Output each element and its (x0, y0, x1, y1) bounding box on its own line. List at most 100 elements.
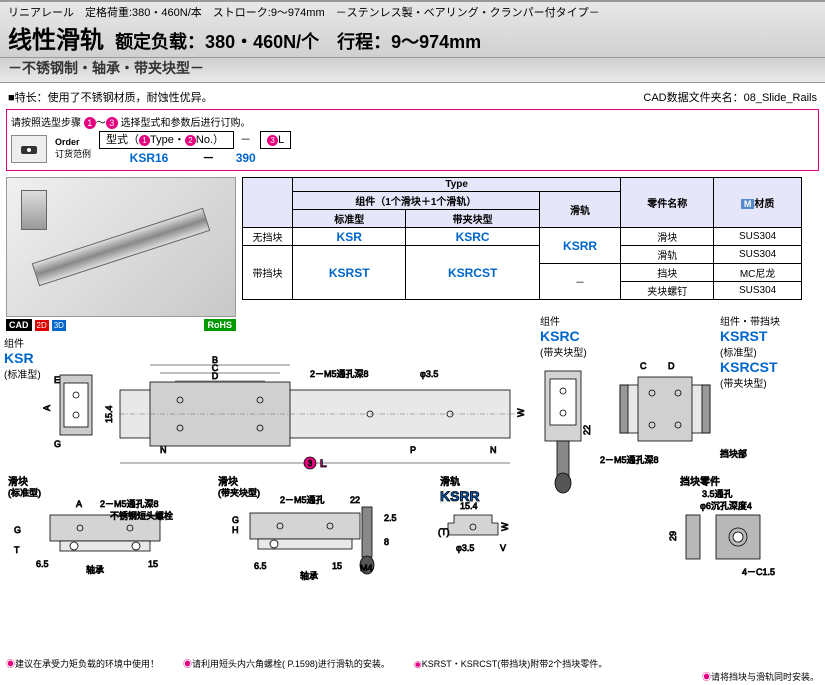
badge-row: CAD 2D 3D RoHS (6, 319, 236, 331)
svg-text:M4: M4 (360, 563, 373, 573)
example-row: KSR16 － 390 (99, 149, 291, 166)
svg-text:15: 15 (332, 561, 342, 571)
r1c2: KSRC (406, 228, 539, 246)
svg-text:滑块: 滑块 (218, 476, 238, 488)
svg-text:轴承: 轴承 (300, 570, 318, 581)
product-photo (6, 177, 236, 317)
type-word: Type・ (150, 134, 185, 146)
svg-text:A: A (76, 499, 82, 509)
order-row: Order 订货范例 型式（1Type・2No.） － 3L KSR16 － 3… (11, 131, 814, 166)
th-material: M材质 (714, 178, 802, 228)
cad-folder-label: CAD数据文件夹名： (643, 92, 743, 104)
svg-text:T: T (14, 545, 20, 555)
svg-text:L: L (320, 458, 327, 470)
th-partname: 零件名称 (621, 178, 714, 228)
svg-text:D: D (668, 361, 675, 371)
type-box: 型式（1Type・2No.） (99, 131, 234, 149)
r2c2: KSRCST (406, 246, 539, 300)
features-label: ■特长： (8, 92, 48, 104)
circ3: 3 (267, 135, 278, 146)
step-1-icon: 1 (84, 117, 96, 129)
l-box: 3L (260, 131, 291, 149)
p3: 挡块 (621, 264, 714, 282)
p2: 滑轨 (621, 246, 714, 264)
type-label: 型式（ (106, 134, 139, 146)
svg-text:3: 3 (308, 459, 313, 468)
svg-text:G: G (54, 439, 61, 449)
svg-text:29: 29 (668, 531, 678, 541)
svg-text:滑块: 滑块 (8, 476, 28, 488)
svg-text:22: 22 (582, 425, 592, 435)
svg-text:φ3.5: φ3.5 (420, 369, 438, 379)
note3: KSRST・KSRCST(带挡块)附带2个挡块零件。 (422, 659, 608, 669)
info-row: ■特长：使用了不锈钢材质，耐蚀性优异。 CAD数据文件夹名：08_Slide_R… (0, 83, 825, 107)
step-3-icon: 3 (106, 117, 118, 129)
svg-text:W: W (500, 522, 510, 531)
r2c1: KSRST (293, 246, 406, 300)
r1c1: KSR (293, 228, 406, 246)
features-text: 使用了不锈钢材质，耐蚀性优异。 (48, 92, 213, 104)
order-sub: 订货范例 (55, 149, 91, 159)
main-area: CAD 2D 3D RoHS Type 零件名称 M材质 组件（1个滑块＋1个滑… (0, 173, 825, 335)
circ1: 1 (139, 135, 150, 146)
th-rail: 滑轨 (539, 192, 621, 228)
svg-text:15.4: 15.4 (460, 501, 478, 511)
block-render (21, 190, 47, 230)
th-clamp: 带夹块型 (406, 210, 539, 228)
svg-text:G: G (14, 525, 21, 535)
svg-text:(T): (T) (438, 527, 450, 537)
svg-text:(标准型): (标准型) (8, 487, 41, 498)
instr-pre: 请按照选型步骤 (11, 118, 81, 129)
order-word: Order (55, 137, 80, 147)
m4: SUS304 (714, 282, 802, 300)
main-diagram-svg: E A G B C D 2－M5通孔深8 φ3.5 15.4 W N P N 3… (0, 335, 810, 655)
ksrst-label: 组件・带挡块 (720, 317, 780, 328)
svg-text:φ6沉孔深度4: φ6沉孔深度4 (700, 500, 752, 511)
r2-label: 带挡块 (243, 246, 293, 300)
example-dash: － (202, 149, 222, 166)
bullet-icon: ◉ (702, 672, 711, 682)
svg-text:G: G (232, 515, 239, 525)
p4: 夹块螺钉 (621, 282, 714, 300)
title-row: 线性滑轨 额定负载：380・460N/个 行程：9～974mm (8, 20, 817, 55)
r1-label: 无挡块 (243, 228, 293, 246)
order-box: 请按照选型步骤 1～3 选择型式和参数后进行订购。 Order 订货范例 型式（… (6, 109, 819, 171)
instr-post: 选择型式和参数后进行订购。 (121, 118, 251, 129)
no-word: No.） (196, 134, 224, 146)
m3: MC尼龙 (714, 264, 802, 282)
diagram-area: 组件 KSR (标准型) 组件 KSRC (带夹块型) 组件・带挡块 KSRST… (0, 335, 825, 655)
asm-label2: 组件 (540, 317, 560, 328)
example-l: 390 (226, 151, 266, 165)
svg-text:挡块零件: 挡块零件 (680, 475, 720, 488)
telephone-icon (11, 135, 47, 163)
svg-text:滑轨: 滑轨 (440, 475, 460, 488)
cad-badge: CAD (6, 319, 32, 331)
header-bar: リニアレール 定格荷重:380・460N/本 ストローク:9～974mm －ステ… (0, 0, 825, 58)
svg-text:22: 22 (350, 495, 360, 505)
svg-text:8: 8 (384, 537, 389, 547)
note2: 请利用短头内六角螺栓( P.1598)进行滑轨的安装。 (192, 659, 390, 669)
r2c3: － (539, 264, 621, 300)
svg-text:N: N (160, 445, 167, 455)
bullet-icon: ◉ (183, 659, 192, 669)
rohs-badge: RoHS (204, 319, 237, 331)
bullet-icon: ◉ (6, 659, 15, 669)
example-code: KSR16 (99, 151, 199, 165)
m2: SUS304 (714, 246, 802, 264)
order-instruction: 请按照选型步骤 1～3 选择型式和参数后进行订购。 (11, 114, 814, 129)
svg-text:N: N (490, 445, 497, 455)
svg-text:2－M5通孔深8: 2－M5通孔深8 (100, 499, 159, 509)
th-assembly: 组件（1个滑块＋1个滑轨） (293, 192, 540, 210)
svg-text:15.4: 15.4 (104, 405, 114, 423)
svg-text:V: V (500, 543, 506, 553)
rail-render (32, 208, 211, 286)
title-cn: 线性滑轨 (8, 20, 104, 55)
svg-text:φ3.5: φ3.5 (456, 543, 474, 553)
mat-word: 材质 (754, 199, 774, 210)
th-type: Type (293, 178, 621, 192)
features: ■特长：使用了不锈钢材质，耐蚀性优异。 (8, 89, 213, 105)
svg-text:P: P (410, 445, 416, 455)
svg-text:6.5: 6.5 (254, 561, 267, 571)
svg-text:I: I (320, 495, 323, 505)
svg-text:轴承: 轴承 (86, 564, 104, 575)
